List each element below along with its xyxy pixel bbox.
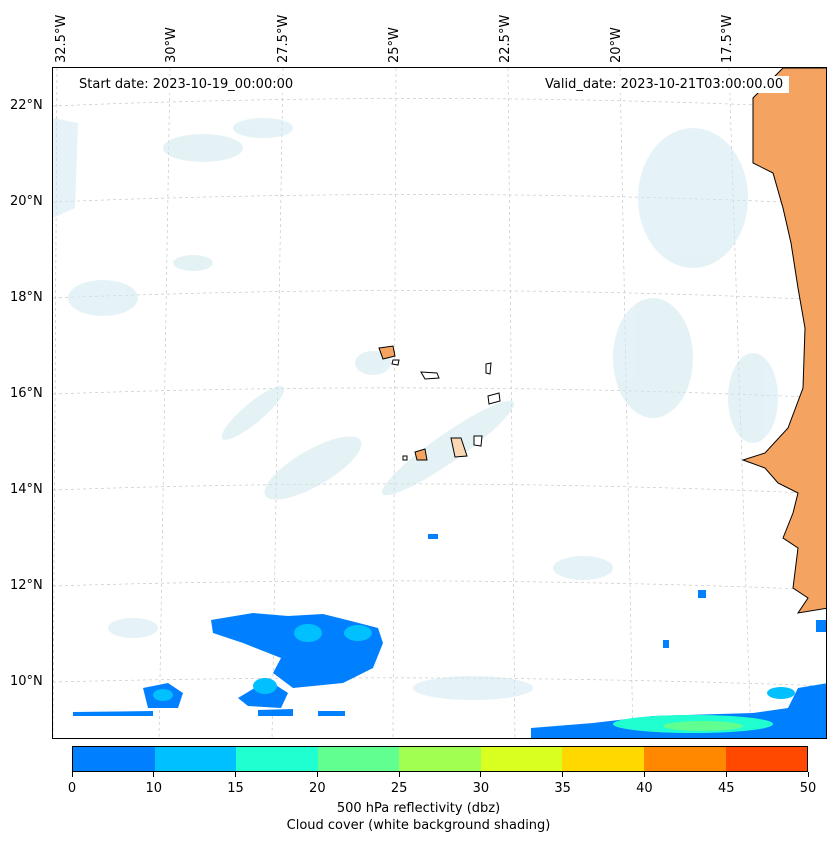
cape-verde-islands <box>378 345 501 461</box>
colorbar-segment <box>236 747 318 771</box>
africa-landmass <box>741 68 826 614</box>
valid-date-label: Valid_date: 2023-10-21T03:00:00.00 <box>539 76 790 93</box>
colorbar-tick-label: 25 <box>390 781 408 796</box>
colorbar-segment <box>154 747 237 771</box>
colorbar-tick-label: 0 <box>67 781 77 796</box>
lon-label-22-5w: 22.5°W <box>498 14 513 63</box>
lon-label-27-5w: 27.5°W <box>276 14 291 63</box>
lat-label-14n: 14°N <box>10 482 43 497</box>
colorbar-tick-label: 45 <box>717 781 735 796</box>
colorbar-tick-mark <box>235 772 237 777</box>
colorbar-tick-label: 10 <box>145 781 163 796</box>
lat-label-20n: 20°N <box>10 194 43 209</box>
reflectivity-contours <box>73 534 826 738</box>
lat-label-10n: 10°N <box>10 674 43 689</box>
lat-label-18n: 18°N <box>10 290 43 305</box>
lon-label-25w: 25°W <box>387 27 402 63</box>
colorbar-tick-mark <box>807 772 809 777</box>
colorbar-tick-mark <box>153 772 155 777</box>
lat-label-16n: 16°N <box>10 386 43 401</box>
map-canvas <box>53 68 826 738</box>
colorbar-tick-label: 15 <box>227 781 244 796</box>
colorbar-caption: 500 hPa reflectivity (dbz) <box>336 801 501 816</box>
colorbar-segment <box>399 747 481 771</box>
lat-label-12n: 12°N <box>10 578 43 593</box>
map-panel <box>52 67 827 739</box>
colorbar-tick-mark <box>562 772 564 777</box>
colorbar-segment <box>725 747 808 771</box>
lon-label-30w: 30°W <box>164 27 179 63</box>
start-date-label: Start date: 2023-10-19_00:00:00 <box>73 76 300 93</box>
colorbar-segment <box>562 747 644 771</box>
colorbar-tick-label: 20 <box>309 781 326 796</box>
colorbar-segment <box>643 747 726 771</box>
colorbar-segment <box>480 747 563 771</box>
colorbar-tick-mark <box>316 772 318 777</box>
lon-label-32-5w: 32.5°W <box>54 14 69 63</box>
colorbar-tick-label: 50 <box>799 781 817 796</box>
colorbar-tick-mark <box>480 772 482 777</box>
colorbar-segment <box>317 747 400 771</box>
colorbar-subcaption: Cloud cover (white background shading) <box>286 818 551 833</box>
cloud-cover-shading <box>53 118 778 700</box>
colorbar-tick-mark <box>71 772 73 777</box>
reflectivity-colorbar <box>72 746 808 772</box>
colorbar-tick-mark <box>398 772 400 777</box>
lon-label-20w: 20°W <box>609 27 624 63</box>
colorbar-tick-label: 30 <box>472 781 490 796</box>
colorbar-tick-label: 40 <box>636 781 653 796</box>
colorbar-tick-mark <box>725 772 727 777</box>
colorbar-segment <box>73 747 155 771</box>
colorbar-tick-label: 35 <box>554 781 571 796</box>
lon-label-17-5w: 17.5°W <box>720 14 735 63</box>
colorbar-tick-mark <box>643 772 645 777</box>
lat-label-22n: 22°N <box>10 98 43 113</box>
